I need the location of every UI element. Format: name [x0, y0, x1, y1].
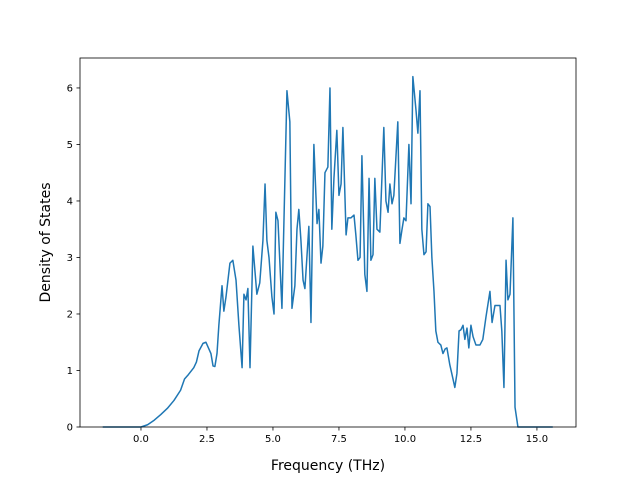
y-tick-label: 0	[67, 423, 73, 434]
y-tick-label: 2	[67, 309, 73, 320]
x-tick-label: 5.0	[265, 434, 281, 445]
y-tick-label: 5	[67, 140, 73, 151]
line	[102, 75, 553, 428]
y-tick-label: 6	[67, 83, 73, 94]
plot-frame	[79, 57, 577, 428]
y-tick-label: 4	[67, 196, 73, 207]
x-tick-label: 12.5	[460, 434, 482, 445]
x-axis-label: Frequency (THz)	[271, 458, 385, 474]
y-tick-label: 3	[67, 253, 73, 264]
y-axis-label: Density of States	[38, 183, 54, 303]
y-tick-label: 1	[67, 366, 73, 377]
x-tick-label: 15.0	[526, 434, 548, 445]
x-tick-label: 0.0	[133, 434, 149, 445]
x-tick-label: 2.5	[199, 434, 215, 445]
x-tick-label: 10.0	[394, 434, 416, 445]
x-tick-label: 7.5	[331, 434, 347, 445]
